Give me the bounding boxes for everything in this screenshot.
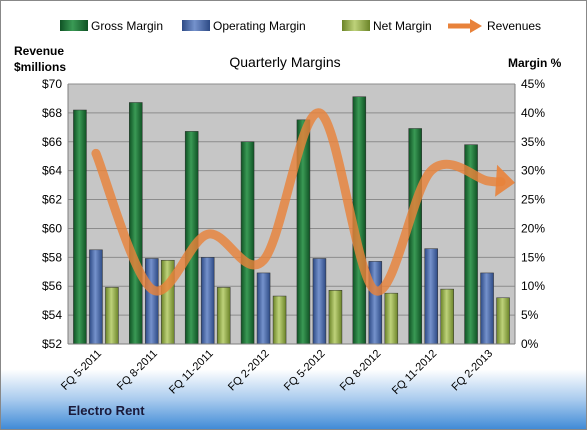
right-axis-ticks: 0% 5% 10% 15% 20% 25% 30% 35% 40% 45% bbox=[521, 77, 545, 351]
left-axis-ticks: $52 $54 $56 $58 $60 $62 $64 $66 $68 $70 bbox=[42, 77, 62, 351]
revenue-point bbox=[207, 233, 209, 235]
operating-margin-bar bbox=[424, 248, 438, 345]
right-tick-label: 40% bbox=[521, 106, 545, 120]
right-axis-title: Margin % bbox=[508, 56, 562, 70]
legend-net-label: Net Margin bbox=[373, 19, 432, 33]
revenue-line bbox=[91, 108, 506, 296]
net-margin-bar bbox=[272, 295, 287, 345]
legend-gross-swatch bbox=[60, 20, 88, 31]
net-margin-bar bbox=[440, 288, 454, 345]
operating-margin-bar bbox=[145, 258, 159, 345]
right-tick-label: 5% bbox=[521, 308, 539, 322]
left-tick-label: $56 bbox=[42, 279, 62, 293]
net-margin-bar bbox=[216, 287, 231, 345]
operating-margin-bar bbox=[480, 272, 494, 345]
revenue-point bbox=[263, 259, 265, 261]
right-tick-label: 35% bbox=[521, 135, 545, 149]
revenue-point bbox=[95, 152, 97, 154]
legend-net-swatch bbox=[342, 20, 370, 31]
gross-margin-bar bbox=[408, 128, 422, 345]
revenue-point bbox=[486, 180, 488, 182]
gross-margin-bar bbox=[73, 109, 87, 345]
operating-margin-bar bbox=[312, 258, 327, 345]
right-tick-label: 15% bbox=[521, 250, 545, 264]
left-tick-label: $62 bbox=[42, 193, 62, 207]
left-tick-label: $68 bbox=[42, 106, 62, 120]
operating-margin-bar bbox=[200, 257, 215, 345]
legend: Gross Margin Operating Margin Net Margin… bbox=[60, 19, 541, 33]
right-tick-label: 10% bbox=[521, 279, 545, 293]
legend-gross-label: Gross Margin bbox=[91, 19, 163, 33]
legend-revenues-label: Revenues bbox=[487, 19, 541, 33]
gross-margin-bar bbox=[129, 102, 143, 345]
company-name: Electro Rent bbox=[68, 403, 145, 418]
net-margin-bar bbox=[496, 297, 510, 345]
net-margin-bar bbox=[328, 290, 343, 345]
legend-operating-label: Operating Margin bbox=[213, 19, 306, 33]
net-margin-bar bbox=[105, 287, 119, 345]
legend-operating-swatch bbox=[182, 20, 210, 31]
right-tick-label: 20% bbox=[521, 221, 545, 235]
revenue-point bbox=[318, 112, 320, 114]
left-tick-label: $70 bbox=[42, 77, 62, 91]
left-axis-title-line1: Revenue bbox=[14, 44, 64, 58]
right-tick-label: 45% bbox=[521, 77, 545, 91]
net-margin-bar bbox=[384, 292, 399, 345]
revenue-point bbox=[151, 288, 153, 290]
right-tick-label: 30% bbox=[521, 164, 545, 178]
left-tick-label: $66 bbox=[42, 135, 62, 149]
gross-margin-bar bbox=[240, 141, 255, 345]
left-tick-label: $52 bbox=[42, 337, 62, 351]
revenue-point bbox=[374, 290, 376, 292]
left-tick-label: $60 bbox=[42, 221, 62, 235]
operating-margin-bar bbox=[256, 272, 271, 345]
left-tick-label: $58 bbox=[42, 250, 62, 264]
operating-margin-bar bbox=[89, 249, 103, 345]
revenue-line-layer bbox=[91, 108, 516, 296]
chart-title: Quarterly Margins bbox=[229, 54, 340, 70]
revenue-arrowhead bbox=[495, 164, 516, 197]
revenue-point bbox=[430, 170, 432, 172]
left-tick-label: $54 bbox=[42, 308, 62, 322]
right-tick-label: 25% bbox=[521, 193, 545, 207]
legend-revenues-arrow-icon bbox=[470, 19, 482, 33]
left-tick-label: $64 bbox=[42, 164, 62, 178]
left-axis-title-line2: $millions bbox=[14, 60, 66, 74]
right-tick-label: 0% bbox=[521, 337, 539, 351]
operating-margin-bar bbox=[368, 261, 383, 345]
